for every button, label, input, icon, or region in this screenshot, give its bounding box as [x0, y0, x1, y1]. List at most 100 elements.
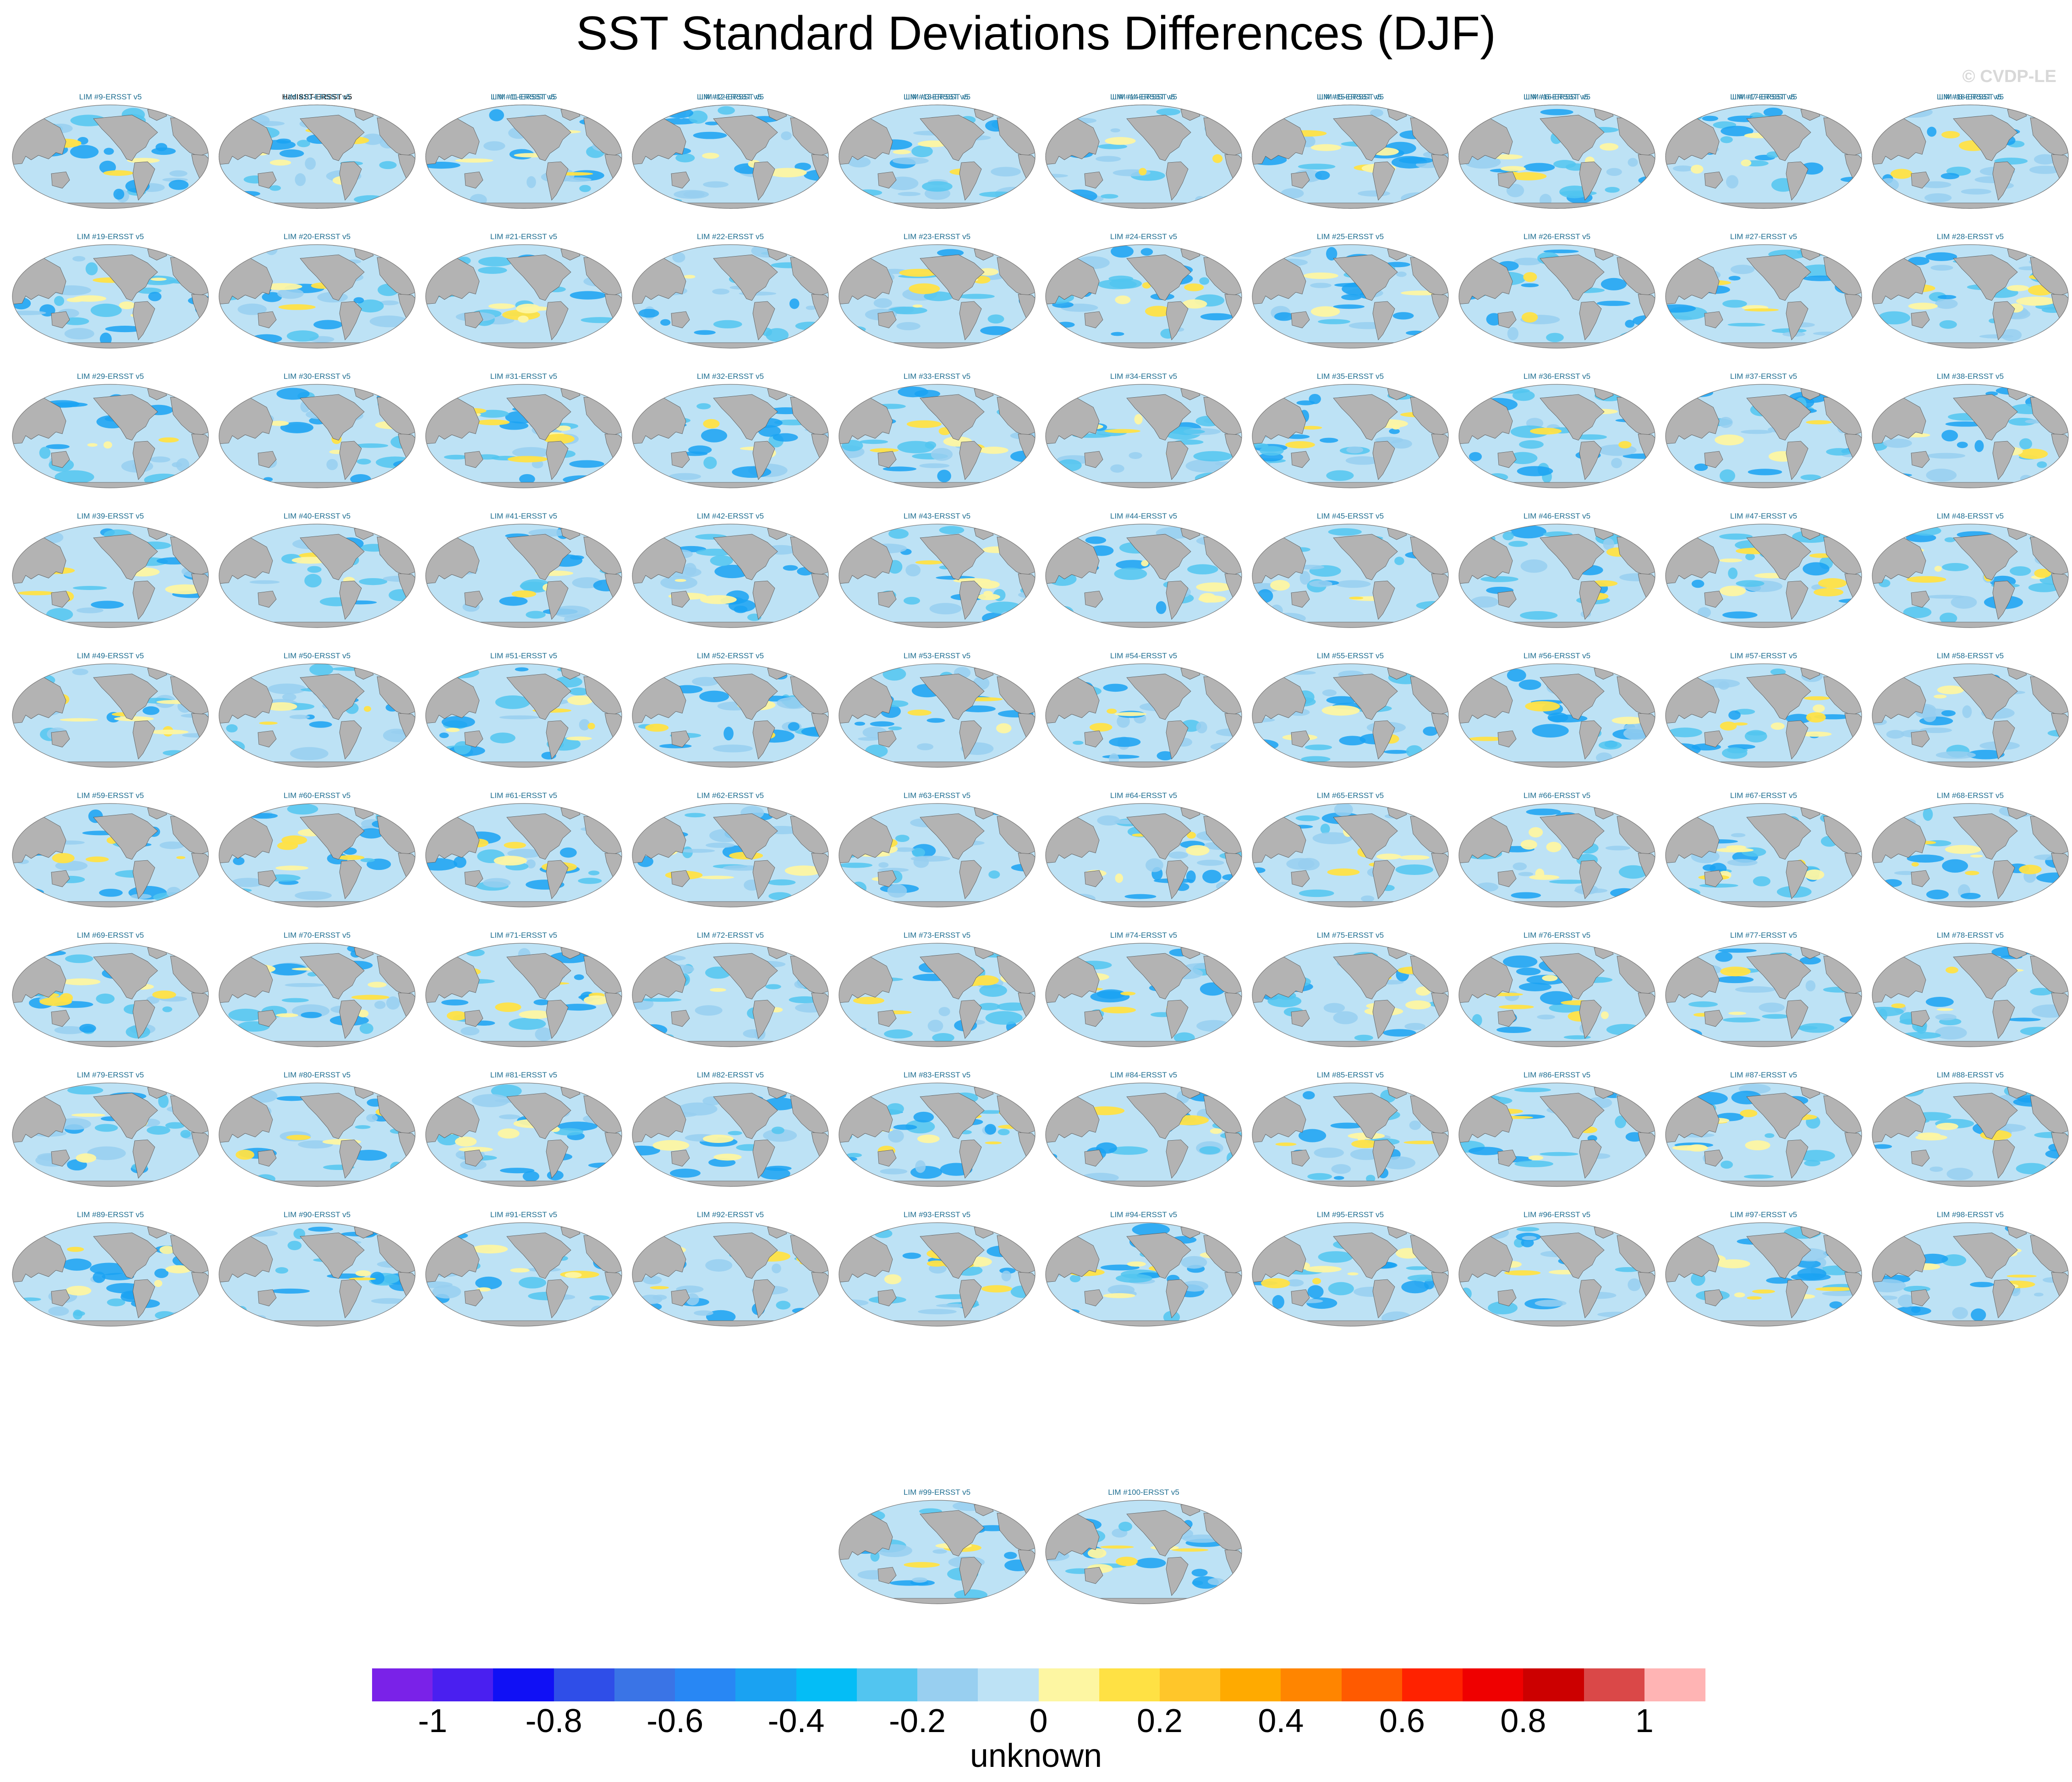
- land-oceania: [258, 171, 277, 189]
- negative-anomaly-patch: [1472, 1014, 1482, 1027]
- land-samerica: [1166, 1000, 1189, 1039]
- land-oceania: [1084, 1149, 1103, 1167]
- negative-anomaly-patch: [509, 1017, 546, 1030]
- land-oceania: [1291, 171, 1310, 189]
- map-panel: LIM #58-ERSST v5: [1867, 651, 2072, 789]
- positive-anomaly-patch: [1376, 853, 1402, 860]
- positive-anomaly-patch: [703, 419, 720, 429]
- negative-anomaly-patch: [237, 303, 267, 315]
- negative-anomaly-patch: [1535, 1300, 1567, 1307]
- negative-anomaly-patch: [1118, 1521, 1133, 1531]
- negative-anomaly-patch: [483, 141, 505, 151]
- negative-anomaly-patch: [2007, 1017, 2041, 1022]
- panel-title: LIM #78-ERSST v5: [1936, 931, 2004, 940]
- land-masses: [1872, 108, 2068, 208]
- positive-anomaly-patch: [71, 1113, 105, 1117]
- panel-title: LIM #12-ERSST v5: [696, 93, 764, 101]
- negative-anomaly-patch: [1331, 1164, 1351, 1174]
- land-samerica: [1166, 720, 1189, 760]
- negative-anomaly-patch: [895, 835, 910, 842]
- positive-anomaly-patch: [127, 158, 160, 164]
- map-border: [12, 1082, 209, 1187]
- panel-title: LIM #93-ERSST v5: [903, 1210, 971, 1219]
- negative-anomaly-patch: [2043, 672, 2062, 680]
- positive-anomaly-patch: [1501, 166, 1526, 171]
- positive-anomaly-patch: [699, 875, 735, 880]
- map-canvas: [12, 384, 209, 488]
- negative-anomaly-patch: [1907, 854, 1944, 863]
- land-namerica: [300, 953, 365, 1000]
- negative-anomaly-patch: [1919, 727, 1952, 733]
- land-oceania: [1084, 1567, 1103, 1584]
- map-canvas: [425, 104, 622, 209]
- negative-anomaly-patch: [105, 326, 145, 333]
- map-border: [1665, 244, 1862, 349]
- land-samerica: [339, 1000, 362, 1039]
- land-antarctica: [641, 202, 820, 208]
- panel-title: LIM #63-ERSST v5: [903, 791, 971, 800]
- land-antarctica: [434, 1181, 614, 1186]
- negative-anomaly-patch: [297, 140, 310, 148]
- colorbar-swatch: [1523, 1668, 1584, 1701]
- land-oceania: [1497, 1289, 1517, 1306]
- negative-anomaly-patch: [1299, 889, 1334, 897]
- positive-anomaly-patch: [1941, 131, 1960, 139]
- positive-anomaly-patch: [702, 153, 719, 159]
- colorbar-units-label: unknown: [970, 1738, 1102, 1774]
- map-border: [1045, 1500, 1242, 1604]
- land-oceania: [258, 1289, 277, 1306]
- negative-anomaly-patch: [1383, 1029, 1416, 1037]
- negative-anomaly-patch: [1628, 1278, 1641, 1291]
- negative-anomaly-patch: [262, 292, 282, 302]
- negative-anomaly-patch: [893, 1124, 917, 1130]
- negative-anomaly-patch: [997, 524, 1033, 536]
- positive-anomaly-patch: [158, 437, 179, 443]
- negative-anomaly-patch: [1428, 190, 1448, 203]
- positive-anomaly-patch: [1970, 854, 1983, 858]
- land-namerica: [920, 115, 985, 161]
- land-samerica: [1166, 441, 1189, 480]
- negative-anomaly-patch: [386, 996, 400, 1010]
- map-panel: LIM #12-ERSST v5: [627, 93, 833, 230]
- land-namerica: [1333, 254, 1398, 301]
- map-border: [839, 1082, 1036, 1187]
- map-canvas: [1872, 663, 2069, 768]
- negative-anomaly-patch: [165, 1122, 185, 1129]
- negative-anomaly-patch: [987, 314, 1004, 324]
- map-panel: LIM #61-ERSST v5: [421, 791, 627, 929]
- map-canvas: [632, 943, 829, 1047]
- panel-title: LIM #57-ERSST v5: [1730, 651, 1798, 660]
- panel-title: LIM #22-ERSST v5: [696, 232, 764, 241]
- land-oceania: [51, 171, 70, 189]
- negative-anomaly-patch: [1330, 1122, 1364, 1129]
- negative-anomaly-patch: [1762, 1014, 1789, 1019]
- negative-anomaly-patch: [1872, 1144, 1892, 1149]
- negative-anomaly-patch: [353, 297, 364, 304]
- negative-anomaly-patch: [499, 1114, 521, 1120]
- negative-anomaly-patch: [1595, 752, 1612, 763]
- negative-anomaly-patch: [351, 1149, 387, 1161]
- positive-anomaly-patch: [114, 716, 154, 722]
- negative-anomaly-patch: [888, 726, 902, 731]
- land-namerica: [300, 1232, 365, 1279]
- negative-anomaly-patch: [1511, 892, 1541, 899]
- positive-anomaly-patch: [1100, 1545, 1134, 1549]
- panel-title: LIM #10-ERSST v5: [283, 93, 351, 101]
- map-panel: LIM #46-ERSST v5: [1454, 512, 1660, 649]
- panel-title: LIM #14-ERSST v5: [1110, 93, 1178, 101]
- land-namerica: [1126, 1510, 1191, 1557]
- negative-anomaly-patch: [1007, 477, 1035, 483]
- negative-anomaly-patch: [1698, 607, 1711, 618]
- negative-anomaly-patch: [67, 1086, 104, 1095]
- negative-anomaly-patch: [1935, 1026, 1967, 1040]
- negative-anomaly-patch: [758, 425, 781, 437]
- land-namerica: [920, 813, 985, 860]
- positive-anomaly-patch: [1813, 704, 1825, 713]
- negative-anomaly-patch: [1046, 1153, 1058, 1160]
- map-panel: LIM #38-ERSST v5: [1867, 372, 2072, 509]
- positive-anomaly-patch: [1120, 991, 1136, 995]
- negative-anomaly-patch: [1322, 689, 1337, 696]
- negative-anomaly-patch: [1046, 525, 1067, 536]
- negative-anomaly-patch: [1727, 323, 1765, 327]
- land-oceania: [464, 451, 483, 468]
